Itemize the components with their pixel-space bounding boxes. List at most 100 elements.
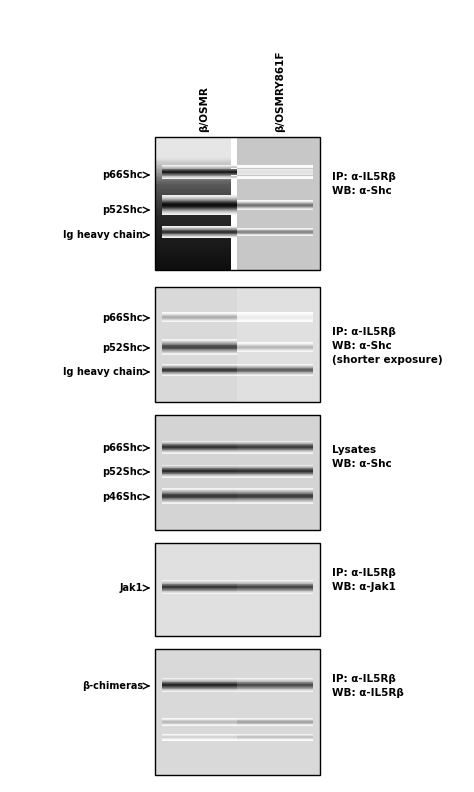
Bar bbox=[155, 219, 231, 221]
Bar bbox=[155, 649, 320, 775]
Bar bbox=[162, 354, 237, 355]
Bar bbox=[155, 211, 231, 213]
Bar bbox=[155, 143, 231, 145]
Bar bbox=[162, 204, 237, 205]
Bar bbox=[155, 241, 231, 242]
Bar bbox=[155, 213, 231, 214]
Bar bbox=[162, 488, 237, 489]
Bar bbox=[155, 158, 231, 160]
Bar bbox=[155, 202, 231, 204]
Text: p66Shc: p66Shc bbox=[102, 443, 143, 453]
Bar bbox=[155, 261, 231, 262]
Bar bbox=[237, 502, 313, 503]
Bar bbox=[162, 498, 237, 499]
Bar bbox=[155, 160, 231, 161]
Bar bbox=[155, 237, 231, 238]
Bar bbox=[162, 347, 237, 348]
Bar bbox=[162, 345, 237, 346]
Bar bbox=[155, 227, 231, 229]
Bar bbox=[155, 218, 231, 219]
Bar bbox=[155, 188, 231, 190]
Bar bbox=[237, 494, 313, 495]
Bar bbox=[162, 495, 237, 496]
Bar bbox=[155, 223, 231, 225]
Bar bbox=[162, 199, 237, 200]
Bar bbox=[162, 501, 237, 502]
Bar bbox=[155, 246, 231, 247]
Bar bbox=[162, 207, 237, 208]
Bar bbox=[155, 254, 231, 255]
Bar bbox=[162, 213, 237, 214]
Bar bbox=[162, 341, 237, 342]
Bar bbox=[162, 500, 237, 501]
Bar bbox=[162, 202, 237, 203]
Bar bbox=[155, 141, 231, 143]
Bar bbox=[155, 230, 231, 231]
Bar bbox=[155, 151, 231, 153]
Bar bbox=[237, 503, 313, 504]
Bar bbox=[155, 165, 231, 166]
Bar bbox=[155, 239, 231, 241]
Bar bbox=[162, 339, 237, 340]
Bar bbox=[155, 222, 231, 223]
Bar bbox=[155, 153, 231, 154]
Bar bbox=[155, 235, 231, 237]
Bar bbox=[155, 161, 231, 162]
Bar bbox=[155, 177, 231, 178]
Bar bbox=[155, 166, 231, 168]
Bar bbox=[162, 198, 237, 199]
Text: WB: α-Jak1: WB: α-Jak1 bbox=[332, 582, 396, 592]
Bar bbox=[162, 348, 237, 349]
Bar bbox=[237, 500, 313, 501]
Bar bbox=[155, 226, 231, 227]
Bar bbox=[155, 243, 231, 245]
Bar bbox=[155, 266, 231, 268]
Bar bbox=[155, 150, 231, 151]
Bar bbox=[162, 346, 237, 347]
Bar bbox=[162, 212, 237, 213]
Bar bbox=[162, 201, 237, 202]
Bar bbox=[237, 287, 320, 402]
Text: Ig heavy chain: Ig heavy chain bbox=[63, 367, 143, 377]
Text: WB: α-IL5Rβ: WB: α-IL5Rβ bbox=[332, 688, 404, 698]
Text: p66Shc: p66Shc bbox=[102, 313, 143, 323]
Text: p66Shc: p66Shc bbox=[102, 170, 143, 180]
Bar bbox=[155, 209, 231, 210]
Text: WB: α-Shc: WB: α-Shc bbox=[332, 186, 392, 196]
Bar bbox=[155, 197, 231, 198]
Bar bbox=[155, 205, 231, 206]
Bar bbox=[162, 350, 237, 351]
Bar bbox=[162, 503, 237, 504]
Bar bbox=[155, 249, 231, 250]
Bar bbox=[155, 182, 231, 184]
Bar bbox=[237, 495, 313, 496]
Bar bbox=[162, 490, 237, 491]
Bar bbox=[155, 168, 231, 169]
Bar bbox=[155, 154, 231, 155]
Bar bbox=[237, 492, 313, 493]
Bar bbox=[155, 257, 231, 258]
Bar bbox=[237, 488, 313, 489]
Text: WB: α-Shc: WB: α-Shc bbox=[332, 459, 392, 469]
Bar bbox=[155, 255, 231, 257]
Bar bbox=[155, 185, 231, 186]
Bar bbox=[162, 496, 237, 497]
Text: Ig heavy chain: Ig heavy chain bbox=[63, 230, 143, 240]
Bar bbox=[162, 491, 237, 492]
Bar bbox=[155, 262, 231, 264]
Bar bbox=[155, 190, 231, 192]
Bar bbox=[155, 217, 231, 218]
Bar bbox=[162, 494, 237, 495]
Bar bbox=[155, 176, 231, 177]
Bar bbox=[155, 214, 231, 215]
Text: p52Shc: p52Shc bbox=[102, 343, 143, 353]
Bar bbox=[162, 502, 237, 503]
Bar bbox=[162, 497, 237, 498]
Bar bbox=[237, 415, 320, 530]
Bar bbox=[155, 200, 231, 201]
Text: β-chimeras: β-chimeras bbox=[82, 681, 143, 691]
Bar bbox=[155, 264, 231, 265]
Text: p52Shc: p52Shc bbox=[102, 205, 143, 215]
Bar bbox=[162, 196, 237, 197]
Bar bbox=[155, 198, 231, 200]
